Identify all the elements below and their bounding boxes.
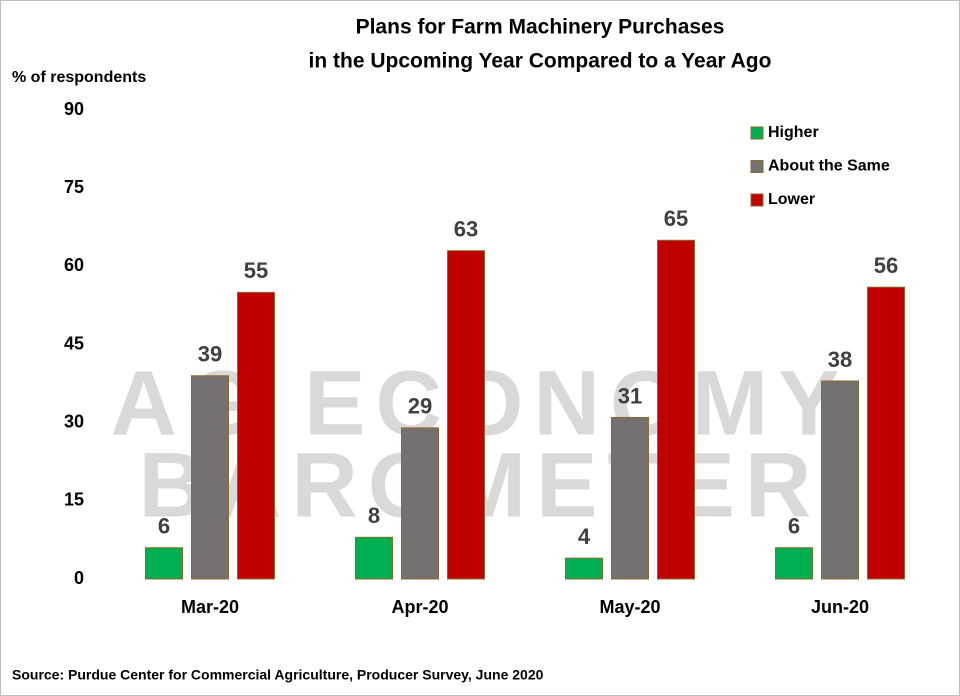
bar — [775, 547, 813, 580]
y-tick-label: 90 — [64, 99, 84, 119]
legend-swatch — [750, 193, 764, 207]
legend-label: Lower — [768, 191, 815, 208]
bar — [657, 239, 695, 580]
value-label: 6 — [788, 514, 800, 539]
bar — [145, 547, 183, 580]
x-tick-label: Mar-20 — [181, 597, 239, 617]
source: Source: Purdue Center for Commercial Agr… — [12, 667, 544, 683]
legend-label: About the Same — [768, 158, 890, 175]
value-label: 39 — [198, 342, 222, 367]
y-tick-label: 0 — [74, 568, 84, 588]
bar — [565, 557, 603, 580]
value-label: 29 — [408, 394, 432, 419]
y-tick-label: 75 — [64, 177, 84, 197]
bar — [191, 375, 229, 580]
value-label: 4 — [578, 524, 591, 549]
y-axis-label: % of respondents — [12, 69, 146, 86]
y-tick-label: 15 — [64, 490, 84, 510]
legend-label: Higher — [768, 124, 819, 141]
chart-title: Plans for Farm Machinery Purchases — [356, 16, 725, 39]
x-tick-label: Jun-20 — [811, 597, 869, 617]
value-label: 56 — [874, 253, 898, 278]
x-tick-label: May-20 — [599, 597, 660, 617]
y-tick-label: 45 — [64, 333, 84, 353]
legend-swatch — [750, 160, 764, 173]
bar — [447, 250, 485, 580]
bar — [401, 427, 439, 580]
bar — [611, 416, 649, 580]
y-tick-label: 30 — [64, 411, 84, 431]
value-label: 8 — [368, 503, 380, 528]
x-tick-label: Apr-20 — [391, 597, 448, 617]
value-label: 38 — [828, 347, 852, 372]
value-label: 6 — [158, 514, 170, 539]
bar — [821, 380, 859, 580]
value-label: 65 — [664, 206, 688, 231]
bar — [355, 536, 393, 580]
bar — [867, 286, 905, 580]
y-tick-label: 60 — [64, 255, 84, 275]
bar — [237, 291, 275, 580]
value-label: 63 — [454, 217, 478, 242]
value-label: 31 — [618, 383, 642, 408]
legend-swatch — [750, 126, 764, 140]
value-label: 55 — [244, 258, 268, 283]
chart-title: in the Upcoming Year Compared to a Year … — [309, 50, 772, 73]
